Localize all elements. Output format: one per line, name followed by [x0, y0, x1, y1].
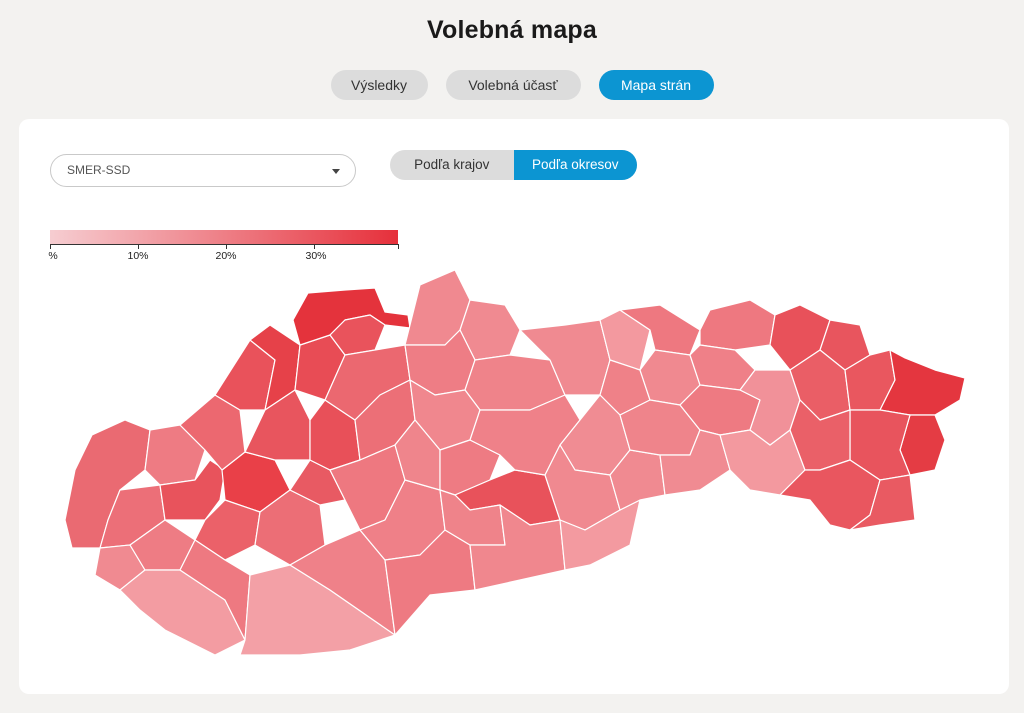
toggle-by-region[interactable]: Podľa krajov: [414, 157, 490, 172]
legend-tick-label: 30%: [305, 250, 327, 262]
legend-tick-label: 10%: [127, 250, 149, 262]
map-district[interactable]: [849, 474, 916, 531]
legend-tick: [314, 244, 315, 249]
party-select-value: SMER-SSD: [67, 163, 131, 177]
party-select[interactable]: SMER-SSD: [50, 154, 356, 187]
chevron-down-icon: [332, 169, 340, 174]
toggle-by-district[interactable]: Podľa okresov: [513, 150, 637, 180]
map-district[interactable]: [599, 309, 651, 371]
legend-tick: [226, 244, 227, 249]
map-district[interactable]: [879, 349, 966, 416]
legend-tick: [50, 244, 51, 249]
view-toggle: Podľa krajov Podľa okresov: [390, 150, 637, 180]
tab-turnout[interactable]: Volebná účasť: [445, 70, 581, 100]
tab-results[interactable]: Výsledky: [330, 70, 428, 100]
legend-tick-label: 20%: [215, 250, 237, 262]
main-tabs: Výsledky Volebná účasť Mapa strán: [0, 70, 1024, 100]
page-title: Volebná mapa: [426, 16, 598, 44]
map-district[interactable]: [159, 459, 226, 521]
map-district[interactable]: [659, 429, 731, 496]
color-legend: % 10% 20% 30%: [48, 230, 400, 266]
legend-gradient: [50, 230, 398, 244]
legend-tick: [138, 244, 139, 249]
legend-tick: [398, 244, 399, 249]
tab-party-map[interactable]: Mapa strán: [598, 70, 714, 100]
legend-unit-label: %: [48, 250, 58, 262]
legend-axis: [50, 244, 399, 245]
map-district[interactable]: [699, 299, 776, 351]
map-district[interactable]: [559, 499, 641, 571]
